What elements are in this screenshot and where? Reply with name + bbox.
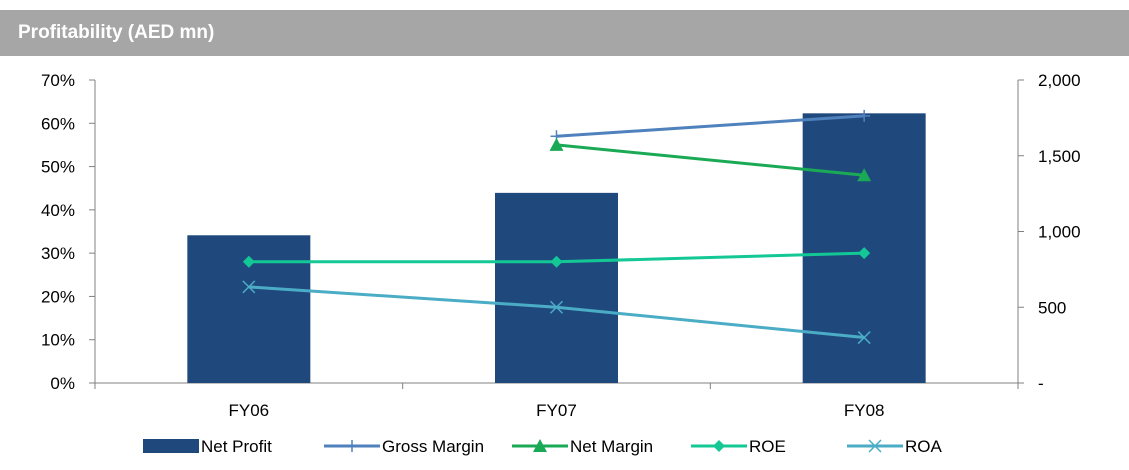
legend-label-gross-margin: Gross Margin <box>382 437 484 456</box>
chart-header: Profitability (AED mn) <box>0 10 1129 56</box>
roa-point <box>857 331 871 345</box>
right-axis-tick-label: 500 <box>1038 298 1066 317</box>
legend-swatch-net-profit <box>143 439 199 453</box>
left-axis-tick-label: 60% <box>41 114 75 133</box>
legend-marker-net-margin <box>533 439 547 452</box>
roe-point <box>242 255 255 268</box>
roa-point <box>549 300 564 314</box>
roe-point <box>858 247 871 260</box>
net-margin-line <box>556 143 865 177</box>
legend-label-roa: ROA <box>905 437 943 456</box>
chart-title: Profitability (AED mn) <box>18 22 215 43</box>
x-axis-tick-label: FY07 <box>536 401 577 420</box>
legend-label-roe: ROE <box>749 437 786 456</box>
legend-marker-roa <box>868 439 882 453</box>
legend-label-net-margin: Net Margin <box>570 437 653 456</box>
roe-point <box>550 255 563 268</box>
left-axis-tick-label: 30% <box>41 244 75 263</box>
legend-marker-roe <box>713 440 725 452</box>
left-axis-tick-label: 20% <box>41 287 75 306</box>
net-margin-point <box>857 168 872 182</box>
left-axis-tick-label: 70% <box>41 71 75 90</box>
legend-marker-gross-margin <box>346 440 358 452</box>
left-axis-tick-label: 40% <box>41 201 75 220</box>
gross-margin-line <box>556 114 865 138</box>
gross-margin-point <box>858 109 871 122</box>
left-axis-tick-label: 0% <box>50 374 75 393</box>
right-axis-tick-label: - <box>1038 374 1044 393</box>
legend-label-net-profit: Net Profit <box>201 437 272 456</box>
right-axis-tick-label: 2,000 <box>1038 71 1081 90</box>
right-axis-tick-label: 1,000 <box>1038 223 1081 242</box>
x-axis-tick-label: FY06 <box>229 401 270 420</box>
roa-point <box>242 280 256 294</box>
net-margin-point <box>549 137 564 151</box>
left-axis-tick-label: 50% <box>41 158 75 177</box>
net-profit-bar <box>495 192 618 383</box>
right-axis-tick-label: 1,500 <box>1038 147 1081 166</box>
left-axis-tick-label: 10% <box>41 331 75 350</box>
x-axis-tick-label: FY08 <box>844 401 885 420</box>
